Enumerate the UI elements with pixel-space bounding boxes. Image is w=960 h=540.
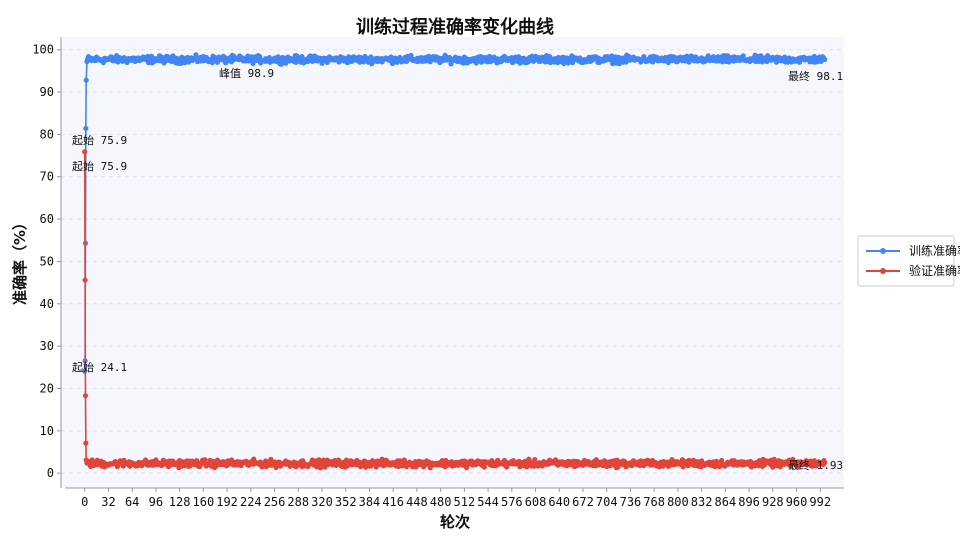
x-axis-ticks: 0 32 64 96 128 160 192 224 256 288 320 352 384 416 448…	[81, 488, 831, 509]
y-tick-label: 90	[40, 85, 54, 99]
x-tick-label: 96	[149, 495, 163, 509]
data-point	[481, 464, 487, 470]
plot-background	[61, 37, 844, 488]
x-tick-label: 960	[786, 495, 808, 509]
x-tick-label: 768	[643, 495, 665, 509]
annotation-label: 起始 75.9	[72, 159, 127, 173]
annotation-label: 最终 1.93	[788, 458, 843, 472]
data-point	[82, 277, 88, 283]
x-tick-label: 64	[125, 495, 139, 509]
x-axis-label: 轮次	[440, 513, 470, 531]
x-tick-label: 672	[572, 495, 594, 509]
data-point	[686, 59, 692, 65]
data-point	[808, 458, 814, 464]
data-point	[202, 457, 208, 463]
x-tick-label: 288	[287, 495, 309, 509]
x-tick-label: 736	[620, 495, 642, 509]
legend-marker-train	[880, 248, 886, 254]
series-val	[82, 149, 828, 471]
x-tick-label: 544	[477, 495, 499, 509]
x-tick-label: 192	[216, 495, 238, 509]
x-tick-label: 128	[169, 495, 191, 509]
annotations: 起始 75.9 起始 75.9 起始 24.1 峰值 98.9 最终 98.1 最终 1.…	[72, 67, 843, 472]
legend: 训练准确率 验证准确率	[857, 235, 960, 287]
x-tick-label: 320	[311, 495, 333, 509]
y-tick-label: 0	[47, 466, 54, 480]
data-point	[82, 149, 88, 155]
data-point	[822, 460, 828, 466]
data-point	[251, 456, 257, 462]
series-layer	[82, 52, 828, 471]
y-tick-label: 20	[40, 381, 54, 395]
data-point	[83, 440, 89, 446]
y-axis-label: 准确率（%）	[11, 215, 29, 305]
x-tick-label: 864	[715, 495, 737, 509]
data-point	[83, 77, 89, 83]
y-tick-label: 80	[40, 127, 54, 141]
data-point	[83, 125, 89, 132]
data-point	[193, 52, 199, 58]
annotation-label: 峰值 98.9	[219, 67, 274, 80]
y-tick-label: 10	[40, 424, 54, 438]
x-tick-label: 480	[430, 495, 452, 509]
y-tick-label: 30	[40, 339, 54, 353]
x-tick-label: 352	[335, 495, 357, 509]
legend-label-val: 验证准确率	[909, 263, 960, 278]
annotation-label: 起始 75.9	[72, 133, 127, 147]
x-tick-label: 32	[101, 495, 115, 509]
data-point	[593, 457, 599, 463]
x-tick-label: 896	[738, 495, 760, 509]
data-point	[257, 54, 263, 60]
x-tick-label: 448	[406, 495, 428, 509]
data-point	[317, 465, 324, 471]
x-tick-label: 640	[548, 495, 570, 509]
y-tick-label: 50	[40, 254, 54, 268]
data-point	[570, 60, 576, 66]
legend-marker-val	[880, 268, 886, 274]
x-tick-label: 992	[809, 495, 831, 509]
legend-label-train: 训练准确率	[909, 243, 960, 258]
x-tick-label: 224	[240, 495, 262, 509]
y-tick-label: 70	[40, 170, 54, 184]
data-point	[82, 393, 89, 399]
x-tick-label: 160	[193, 495, 215, 509]
series-train	[82, 52, 828, 374]
data-point	[719, 457, 725, 464]
x-tick-label: 256	[264, 495, 286, 509]
y-tick-label: 60	[40, 212, 54, 226]
x-tick-label: 608	[525, 495, 547, 509]
x-tick-label: 512	[454, 495, 476, 509]
x-tick-label: 800	[667, 495, 689, 509]
x-tick-label: 576	[501, 495, 523, 509]
x-tick-label: 0	[81, 495, 88, 509]
x-tick-label: 384	[359, 495, 381, 509]
x-tick-label: 832	[691, 495, 713, 509]
chart-title: 训练过程准确率变化曲线	[356, 16, 554, 38]
x-tick-label: 928	[762, 495, 784, 509]
x-tick-label: 416	[382, 495, 404, 509]
grid-lines	[61, 49, 844, 474]
x-tick-label: 704	[596, 495, 618, 509]
y-axis-ticks: 0 10 20 30 40 50 60 70 80 90 100	[32, 43, 61, 480]
data-point	[822, 56, 828, 62]
annotation-label: 最终 98.1	[788, 69, 843, 83]
data-point	[319, 60, 325, 66]
annotation-label: 起始 24.1	[72, 360, 127, 374]
y-tick-label: 40	[40, 297, 54, 311]
y-tick-label: 100	[32, 43, 54, 57]
